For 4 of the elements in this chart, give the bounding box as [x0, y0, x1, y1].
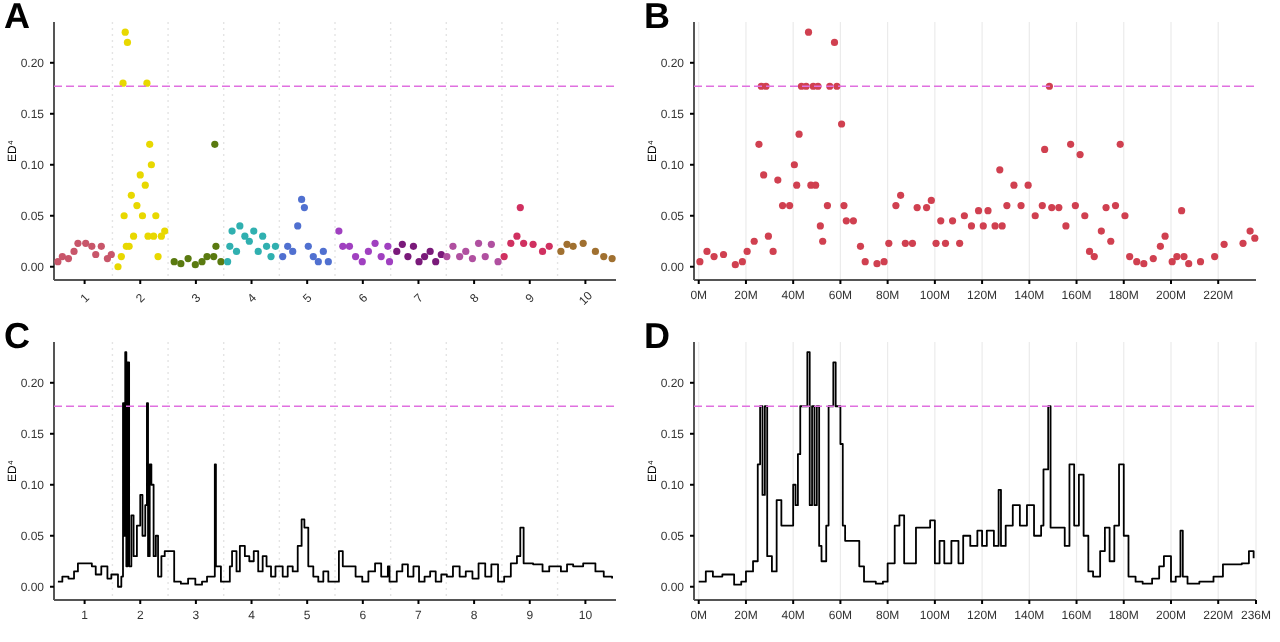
chart-title: C — [4, 316, 30, 356]
chart-title: B — [644, 0, 670, 36]
chart-title: D — [644, 316, 670, 356]
chart-title: A — [4, 0, 30, 36]
